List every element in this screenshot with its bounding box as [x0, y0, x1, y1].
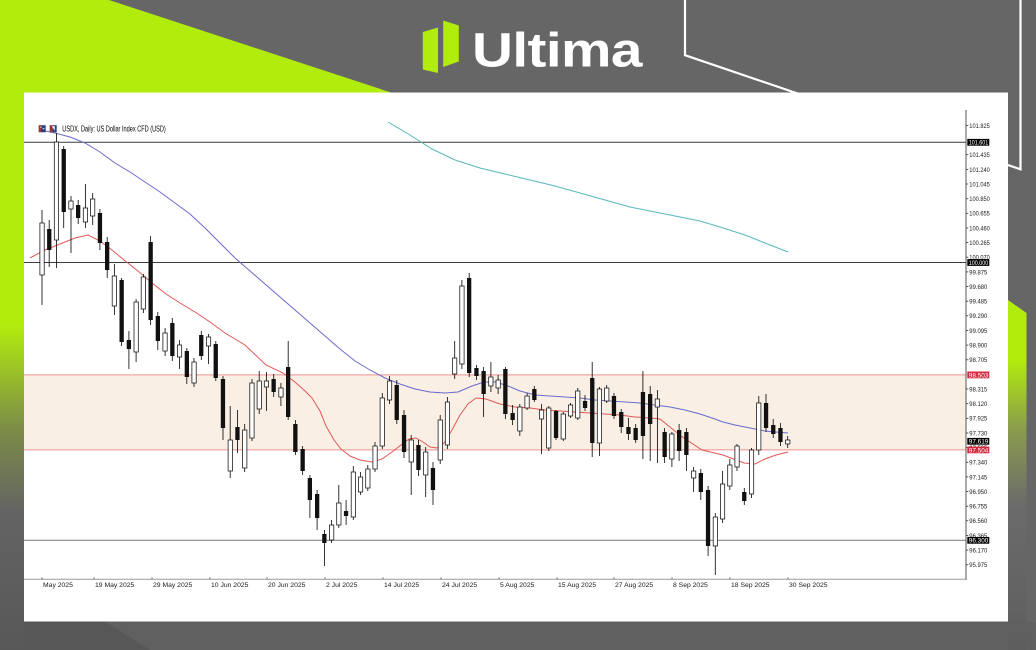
svg-text:96.170: 96.170 [969, 548, 987, 555]
svg-text:98.315: 98.315 [969, 386, 987, 393]
svg-text:100.265: 100.265 [969, 240, 990, 247]
svg-text:98.900: 98.900 [969, 343, 987, 350]
svg-text:98.120: 98.120 [969, 401, 987, 408]
svg-text:10 Jun 2025: 10 Jun 2025 [211, 582, 249, 589]
svg-text:8 Sep 2025: 8 Sep 2025 [673, 582, 708, 589]
svg-text:99.290: 99.290 [969, 313, 987, 320]
svg-text:101.045: 101.045 [969, 181, 990, 188]
svg-text:96.950: 96.950 [969, 489, 987, 496]
svg-text:96.365: 96.365 [969, 533, 987, 540]
svg-text:27 Aug 2025: 27 Aug 2025 [615, 582, 653, 589]
svg-text:97.730: 97.730 [969, 430, 987, 437]
svg-text:5 Aug 2025: 5 Aug 2025 [500, 582, 535, 589]
svg-text:97.619: 97.619 [969, 439, 989, 446]
svg-text:101.825: 101.825 [969, 123, 990, 130]
svg-text:99.680: 99.680 [969, 284, 987, 291]
svg-text:98.705: 98.705 [969, 357, 987, 364]
svg-text:101.435: 101.435 [969, 152, 990, 159]
svg-text:98.503: 98.503 [969, 372, 989, 379]
svg-text:99.095: 99.095 [969, 328, 987, 335]
svg-text:USDX, Daily: US Dollar Index: USDX, Daily: US Dollar Index CFD (USD) [62, 125, 166, 134]
svg-text:97.504: 97.504 [969, 447, 989, 454]
svg-text:May 2025: May 2025 [43, 582, 73, 589]
svg-text:14 Jul 2025: 14 Jul 2025 [384, 582, 419, 589]
svg-text:24 Jul 2025: 24 Jul 2025 [442, 582, 477, 589]
svg-text:Ultima: Ultima [472, 23, 643, 77]
svg-text:30 Sep 2025: 30 Sep 2025 [789, 582, 828, 589]
svg-text:29 May 2025: 29 May 2025 [153, 582, 193, 589]
svg-text:99.485: 99.485 [969, 299, 987, 306]
svg-text:96.755: 96.755 [969, 504, 987, 511]
svg-text:15 Aug 2025: 15 Aug 2025 [558, 582, 596, 589]
svg-text:101.601: 101.601 [969, 140, 989, 147]
svg-text:99.875: 99.875 [969, 269, 987, 276]
svg-text:97.925: 97.925 [969, 416, 987, 423]
svg-text:97.340: 97.340 [969, 460, 987, 467]
svg-text:96.560: 96.560 [969, 518, 987, 525]
svg-text:95.975: 95.975 [969, 562, 987, 569]
svg-text:100.850: 100.850 [969, 196, 990, 203]
svg-text:20 Jun 2025: 20 Jun 2025 [268, 582, 306, 589]
svg-text:19 May 2025: 19 May 2025 [95, 582, 135, 589]
svg-text:97.145: 97.145 [969, 474, 987, 481]
svg-text:101.240: 101.240 [969, 167, 990, 174]
svg-text:100.000: 100.000 [969, 260, 989, 267]
svg-text:2 Jul 2025: 2 Jul 2025 [326, 582, 358, 589]
svg-text:100.460: 100.460 [969, 225, 990, 232]
svg-text:96.300: 96.300 [969, 538, 989, 545]
svg-text:100.070: 100.070 [969, 255, 990, 262]
svg-text:18 Sep 2025: 18 Sep 2025 [731, 582, 770, 589]
svg-text:100.655: 100.655 [969, 211, 990, 218]
